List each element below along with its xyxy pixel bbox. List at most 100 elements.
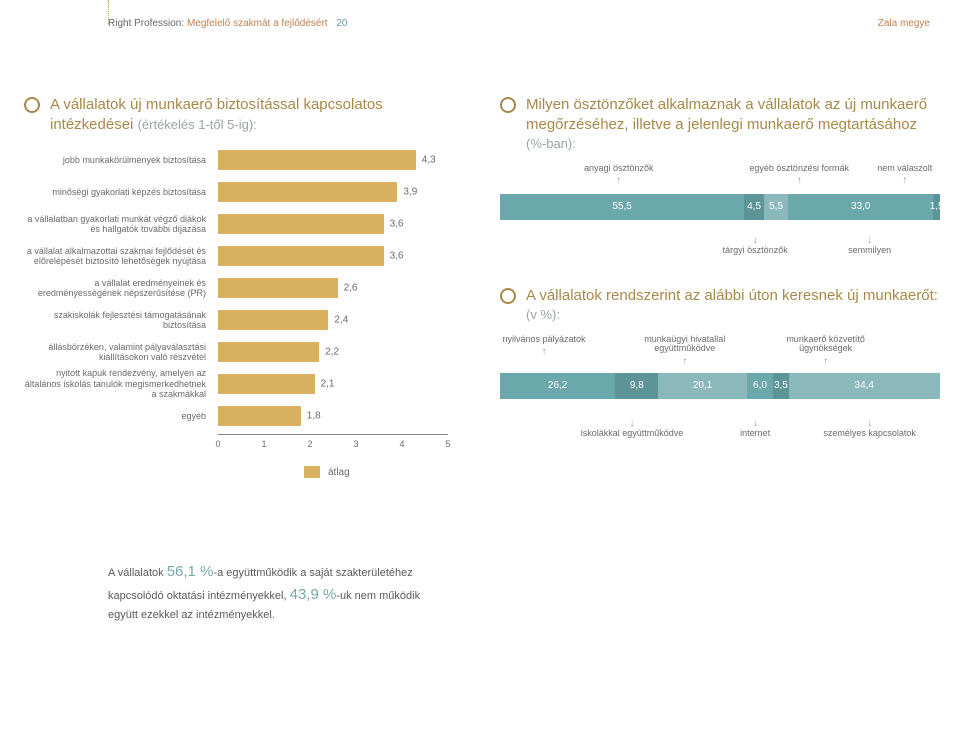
- segment-label: munkaerő közvetítő ügynökségek↑: [771, 335, 881, 368]
- bar: [218, 278, 338, 298]
- para-3: együtt ezekkel az intézményekkel.: [108, 609, 275, 621]
- bar-row: a vállalatban gyakorlati munkát végző di…: [24, 208, 460, 240]
- bar-chart-legend: átlag: [304, 466, 460, 478]
- bar: [218, 150, 416, 170]
- incentives-title: Milyen ösztönzőket alkalmaznak a vállala…: [500, 95, 940, 154]
- segment: 5,5: [764, 194, 788, 220]
- bar-row: nyitott kapuk rendezvény, amelyen az ált…: [24, 368, 460, 400]
- bar-value: 2,2: [325, 347, 339, 358]
- bullet-ring-icon: [500, 97, 516, 113]
- doc-title: Right Profession:: [108, 18, 184, 29]
- doc-subtitle: Megfelelő szakmát a fejlődésért: [187, 18, 328, 29]
- incentives-top-labels: anyagi ösztönzők↑egyéb ösztönzési formák…: [500, 164, 940, 194]
- segment: 33,0: [788, 194, 933, 220]
- bar-label: egyéb: [24, 411, 218, 421]
- channels-stacked-bar: 26,29,820,16,03,534,4: [500, 373, 940, 399]
- bar: [218, 246, 384, 266]
- incentives-title-sub: (%-ban):: [526, 136, 576, 151]
- segment-label: munkaügyi hivatallal együttműködve↑: [630, 335, 740, 368]
- bar-track: 3,9: [218, 176, 448, 208]
- segment-label: ↓iskolákkal együttműködve: [577, 418, 687, 439]
- bar-value: 2,6: [344, 283, 358, 294]
- para-1a: A vállalatok: [108, 567, 167, 579]
- bullet-ring-icon: [500, 288, 516, 304]
- bar-label: a vállalat eredményeinek és eredményessé…: [24, 278, 218, 299]
- para-2a: kapcsolódó oktatási intézményekkel,: [108, 590, 290, 602]
- bar-track: 3,6: [218, 240, 448, 272]
- segment-label: ↓internet: [700, 418, 810, 439]
- segment: 1,5: [933, 194, 940, 220]
- segment: 9,8: [615, 373, 658, 399]
- bar-track: 2,4: [218, 304, 448, 336]
- bar-track: 2,1: [218, 368, 448, 400]
- bar-value: 3,9: [403, 187, 417, 198]
- channels-title-sub: (v %):: [526, 307, 560, 322]
- channels-bottom-labels: ↓iskolákkal együttműködve ↓internet↓szemé…: [500, 405, 940, 439]
- segment-label: ↓semmilyen: [815, 235, 925, 256]
- axis-tick: 4: [399, 439, 404, 449]
- bullet-ring-icon: [24, 97, 40, 113]
- segment: 34,4: [789, 373, 940, 399]
- bar: [218, 182, 397, 202]
- axis-tick: 3: [353, 439, 358, 449]
- bar: [218, 342, 319, 362]
- bar-chart-title: A vállalatok új munkaerő biztosítással k…: [24, 95, 460, 134]
- bar-track: 1,8: [218, 400, 448, 432]
- incentives-title-text: Milyen ösztönzőket alkalmaznak a vállala…: [526, 96, 927, 133]
- bar-label: minőségi gyakorlati képzés biztosítása: [24, 187, 218, 197]
- bar-row: a vállalat eredményeinek és eredményessé…: [24, 272, 460, 304]
- bar-track: 4,3: [218, 144, 448, 176]
- segment: 3,5: [773, 373, 788, 399]
- segment: 6,0: [747, 373, 773, 399]
- segment: 26,2: [500, 373, 615, 399]
- bar-row: szakiskolák fejlesztési támogatásának bi…: [24, 304, 460, 336]
- bar-value: 1,8: [307, 411, 321, 422]
- bar-value: 4,3: [422, 155, 436, 166]
- bar-row: állásbörzéken, valamint pályaválasztási …: [24, 336, 460, 368]
- legend-label: átlag: [328, 467, 350, 478]
- bar-label: nyitott kapuk rendezvény, amelyen az ált…: [24, 368, 218, 399]
- bar-row: jobb munkakörülmények biztosítása 4,3: [24, 144, 460, 176]
- segment-label: egyéb ösztönzési formák↑: [744, 164, 854, 187]
- axis-tick: 0: [215, 439, 220, 449]
- para-2c: -uk nem működik: [336, 590, 420, 602]
- bar-value: 2,1: [321, 379, 335, 390]
- bar-chart-section: A vállalatok új munkaerő biztosítással k…: [24, 95, 460, 478]
- incentives-bottom-labels: ↓tárgyi ösztönzők↓semmilyen: [500, 226, 940, 256]
- bar-chart-body: jobb munkakörülmények biztosítása 4,3 minő…: [24, 144, 460, 432]
- incentives-stacked-bar: 55,54,55,533,01,5: [500, 194, 940, 220]
- bar-row: a vállalat alkalmazottai szakmai fejlődé…: [24, 240, 460, 272]
- region-label: Zala megye: [878, 18, 930, 29]
- segment-label: ↓tárgyi ösztönzők: [700, 235, 810, 256]
- bar-value: 2,4: [334, 315, 348, 326]
- bar-label: szakiskolák fejlesztési támogatásának bi…: [24, 310, 218, 331]
- bar-label: a vállalat alkalmazottai szakmai fejlődé…: [24, 246, 218, 267]
- header-left: Right Profession: Megfelelő szakmát a fe…: [108, 18, 347, 29]
- right-column: Milyen ösztönzőket alkalmaznak a vállala…: [500, 95, 940, 439]
- para-pct-2: 43,9 %: [290, 586, 337, 603]
- segment-label: ↓személyes kapcsolatok: [815, 418, 925, 439]
- footnote-paragraph: A vállalatok 56,1 %-a együttműködik a sa…: [108, 560, 508, 624]
- bar-label: jobb munkakörülmények biztosítása: [24, 155, 218, 165]
- segment-label: nem válaszolt↑: [850, 164, 960, 187]
- channels-title-text: A vállalatok rendszerint az alábbi úton …: [526, 287, 938, 304]
- bar: [218, 406, 301, 426]
- bar-value: 3,6: [390, 219, 404, 230]
- segment: 20,1: [658, 373, 746, 399]
- bar: [218, 310, 328, 330]
- segment-label: nyilvános pályázatok↑: [489, 335, 599, 358]
- para-1c: -a együttműködik a saját szakterületéhez: [213, 567, 412, 579]
- bar-chart-axis: 012345: [218, 434, 448, 452]
- bar-row: minőségi gyakorlati képzés biztosítása 3,…: [24, 176, 460, 208]
- bar-track: 2,2: [218, 336, 448, 368]
- channels-top-labels: nyilvános pályázatok↑munkaügyi hivatalla…: [500, 335, 940, 373]
- axis-tick: 2: [307, 439, 312, 449]
- page-header: Right Profession: Megfelelő szakmát a fe…: [108, 18, 930, 29]
- legend-swatch: [304, 466, 320, 478]
- para-pct-1: 56,1 %: [167, 563, 214, 580]
- segment: 4,5: [744, 194, 764, 220]
- bar: [218, 374, 315, 394]
- bar-track: 3,6: [218, 208, 448, 240]
- bar-track: 2,6: [218, 272, 448, 304]
- bar-label: a vállalatban gyakorlati munkát végző di…: [24, 214, 218, 235]
